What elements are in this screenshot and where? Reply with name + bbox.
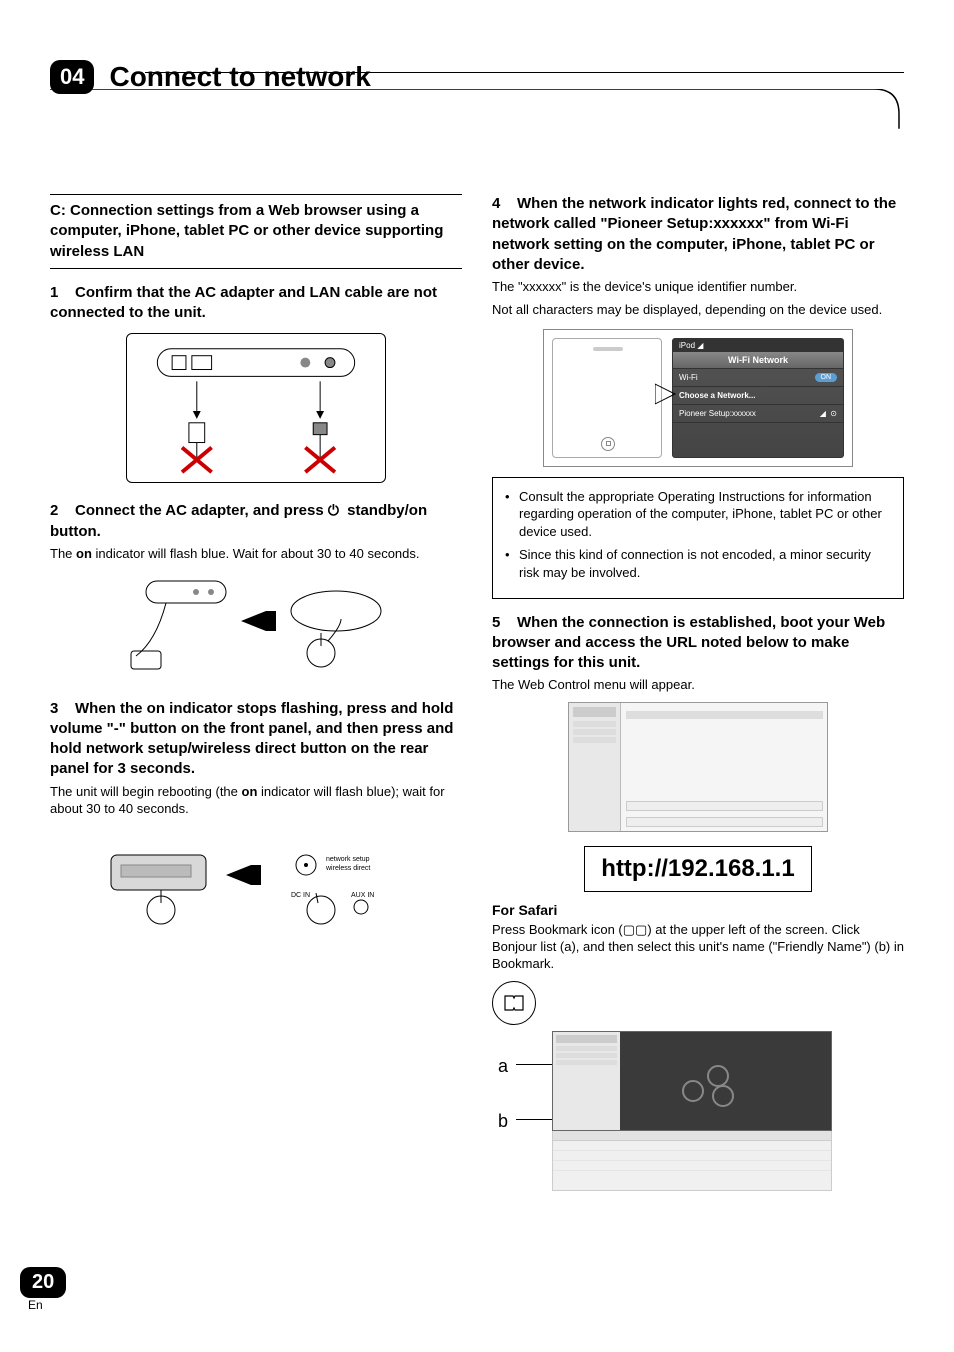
graphic-icon xyxy=(678,1061,738,1111)
figure-webcontrol: http://192.168.1.1 xyxy=(492,702,904,892)
wifi-ssid: Pioneer Setup:xxxxxx xyxy=(679,409,756,418)
label-a: a xyxy=(498,1056,508,1077)
step1-heading: 1 Confirm that the AC adapter and LAN ca… xyxy=(50,283,462,324)
step4-heading: 4 When the network indicator lights red,… xyxy=(492,194,904,275)
step2-body-bold: on xyxy=(76,546,92,561)
bookmark-icon xyxy=(503,994,525,1012)
figure-step2 xyxy=(126,571,386,681)
step5-heading: 5 When the connection is established, bo… xyxy=(492,613,904,674)
figure-step1 xyxy=(126,333,386,483)
wifi-arrow-icon xyxy=(655,379,679,409)
content-columns: C: Connection settings from a Web browse… xyxy=(50,194,904,1199)
step2-num: 2 xyxy=(50,502,58,519)
step3-heading: 3 When the on indicator stops flashing, … xyxy=(50,699,462,780)
safari-body-a: Press Bookmark icon ( xyxy=(492,922,623,937)
svg-text:network setup: network setup xyxy=(326,856,370,863)
svg-text:AUX IN: AUX IN xyxy=(351,892,374,899)
figure-step3: network setup wireless direct DC IN AUX … xyxy=(106,825,406,935)
step2-body-b: indicator will flash blue. Wait for abou… xyxy=(92,546,420,561)
wifi-choose-label: Choose a Network... xyxy=(673,387,843,405)
step3-body-bold: on xyxy=(242,784,258,799)
header-divider xyxy=(50,104,904,144)
step4-body1: The "xxxxxx" is the device's unique iden… xyxy=(492,279,904,296)
wifi-ssid-row: Pioneer Setup:xxxxxx ◢ ⊙ xyxy=(673,405,843,423)
figure-step2-svg xyxy=(126,571,386,681)
step2-body: The on indicator will flash blue. Wait f… xyxy=(50,546,462,563)
step1-text: Confirm that the AC adapter and LAN cabl… xyxy=(50,284,437,321)
power-icon xyxy=(328,502,343,519)
bookmark-inline-icon: ▢▢ xyxy=(623,922,648,937)
wifi-on-toggle: ON xyxy=(815,373,838,382)
step2-text-a: Connect the AC adapter, and press xyxy=(75,502,328,519)
figure-wifi: iPod ◢ Wi-Fi Network Wi-Fi ON Choose a N… xyxy=(543,329,853,467)
section-c-heading: C: Connection settings from a Web browse… xyxy=(50,194,462,269)
step1-num: 1 xyxy=(50,284,58,301)
step3-body-a: The unit will begin rebooting (the xyxy=(50,784,242,799)
figure-bookmark: a b xyxy=(492,981,852,1191)
step2-heading: 2 Connect the AC adapter, and press stan… xyxy=(50,501,462,542)
page-number: 20 xyxy=(20,1267,66,1298)
wifi-ipod-label: iPod xyxy=(679,341,695,350)
safari-heading: For Safari xyxy=(492,902,904,918)
right-column: 4 When the network indicator lights red,… xyxy=(492,194,904,1199)
wifi-signal-chevron-icon: ◢ ⊙ xyxy=(820,409,837,418)
left-column: C: Connection settings from a Web browse… xyxy=(50,194,462,1199)
step4-body2: Not all characters may be displayed, dep… xyxy=(492,302,904,319)
step3-text: When the on indicator stops flashing, pr… xyxy=(50,700,453,778)
wifi-title: Wi-Fi Network xyxy=(673,352,843,369)
wifi-toggle-row: Wi-Fi ON xyxy=(673,369,843,387)
note-box: Consult the appropriate Operating Instru… xyxy=(492,477,904,599)
curve-divider xyxy=(50,89,904,129)
wifi-signal-icon: ◢ xyxy=(697,341,703,350)
wifi-label: Wi-Fi xyxy=(679,373,698,382)
wifi-device-outline xyxy=(552,338,662,458)
webcontrol-screenshot xyxy=(568,702,828,832)
wifi-screen: iPod ◢ Wi-Fi Network Wi-Fi ON Choose a N… xyxy=(672,338,844,458)
url-box: http://192.168.1.1 xyxy=(584,846,811,892)
step3-body: The unit will begin rebooting (the on in… xyxy=(50,784,462,818)
page-footer: 20 En xyxy=(20,1267,66,1312)
figure-step1-svg xyxy=(127,334,385,482)
page-lang: En xyxy=(28,1298,66,1312)
label-b: b xyxy=(498,1111,508,1132)
step5-body: The Web Control menu will appear. xyxy=(492,677,904,694)
step4-num: 4 xyxy=(492,195,500,212)
svg-text:DC IN: DC IN xyxy=(291,892,310,899)
bookmark-icon-circle xyxy=(492,981,536,1025)
safari-body: Press Bookmark icon (▢▢) at the upper le… xyxy=(492,922,904,973)
step5-text: When the connection is established, boot… xyxy=(492,614,885,672)
bookmark-screenshot xyxy=(552,1031,832,1191)
svg-text:wireless direct: wireless direct xyxy=(325,865,370,872)
figure-step3-svg: network setup wireless direct DC IN AUX … xyxy=(106,825,406,935)
note-item-2: Since this kind of connection is not enc… xyxy=(505,546,891,581)
step4-text: When the network indicator lights red, c… xyxy=(492,195,896,273)
note-item-1: Consult the appropriate Operating Instru… xyxy=(505,488,891,541)
step2-body-a: The xyxy=(50,546,76,561)
step3-num: 3 xyxy=(50,700,58,717)
step5-num: 5 xyxy=(492,614,500,631)
